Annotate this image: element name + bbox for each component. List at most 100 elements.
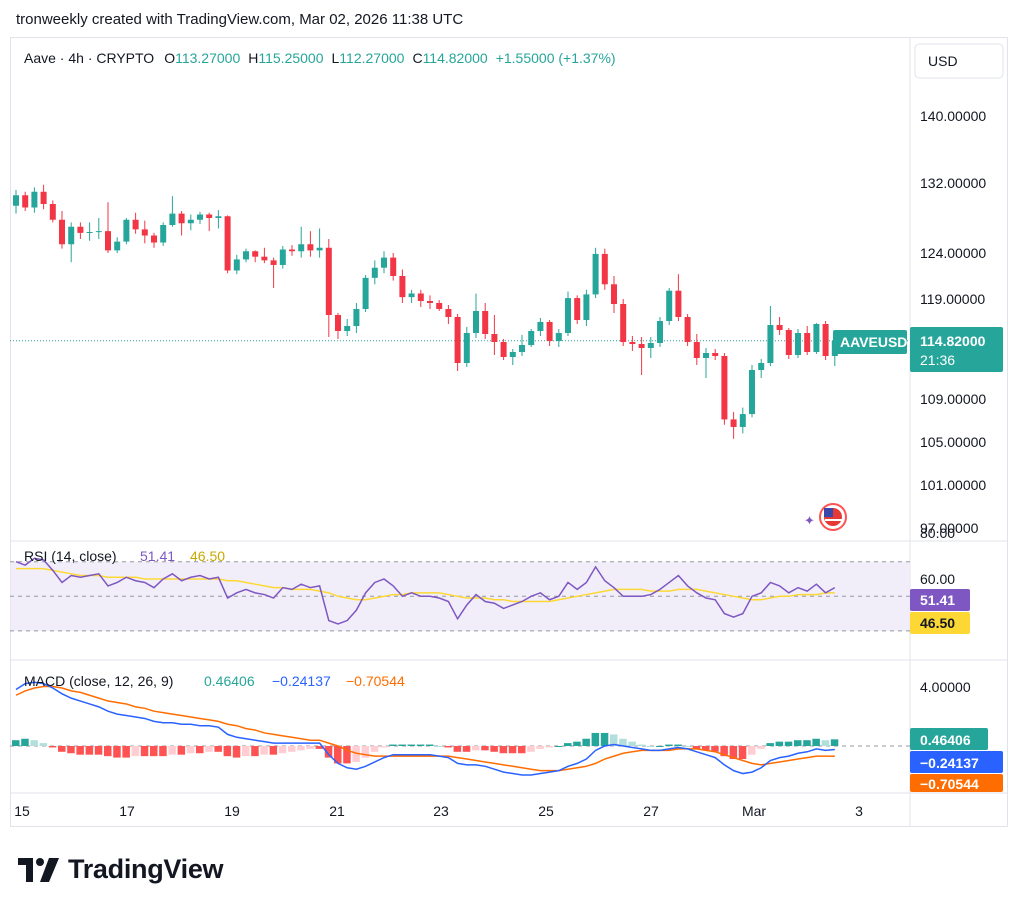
macd-legend-value: −0.24137 bbox=[272, 673, 331, 689]
macd-histogram-bar bbox=[757, 746, 765, 749]
macd-histogram-bar bbox=[122, 746, 130, 758]
candle-body bbox=[77, 226, 84, 233]
candle-body bbox=[353, 309, 360, 326]
time-tick-label: Mar bbox=[742, 803, 766, 819]
candle-body bbox=[445, 309, 452, 317]
candle-body bbox=[611, 284, 617, 304]
macd-value-label bbox=[910, 751, 1003, 773]
rsi-tick-label: 60.00 bbox=[920, 571, 955, 587]
candle-body bbox=[40, 191, 47, 204]
macd-histogram-bar bbox=[131, 746, 140, 757]
macd-title: MACD (close, 12, 26, 9) bbox=[24, 673, 173, 689]
macd-histogram-bar bbox=[48, 746, 57, 748]
macd-histogram-bar bbox=[481, 746, 489, 751]
macd-histogram-bar bbox=[435, 746, 443, 747]
candle-body bbox=[408, 293, 415, 298]
candle-body bbox=[703, 353, 709, 358]
macd-signal-series bbox=[15, 685, 835, 772]
candle-body bbox=[491, 334, 498, 342]
price-tick-label: 124.00000 bbox=[920, 245, 986, 261]
candle-body bbox=[555, 333, 562, 341]
candle-body bbox=[279, 249, 286, 265]
legend-low-value: 112.27000 bbox=[339, 50, 404, 66]
rsi-title: RSI (14, close) bbox=[24, 548, 117, 564]
macd-histogram-bar bbox=[545, 746, 554, 748]
macd-histogram-bar bbox=[711, 746, 719, 752]
macd-histogram-bar bbox=[600, 732, 609, 746]
rsi-value-text: 51.41 bbox=[920, 592, 955, 608]
rsi-series bbox=[15, 557, 836, 625]
macd-histogram-bar bbox=[297, 746, 305, 751]
tradingview-brand[interactable]: TradingView bbox=[18, 854, 224, 885]
macd-histogram-bar bbox=[821, 740, 830, 746]
currency-button[interactable] bbox=[914, 43, 1004, 79]
tradingview-logo-icon bbox=[18, 857, 59, 882]
time-tick-label: 21 bbox=[329, 803, 345, 819]
candle-body bbox=[252, 251, 259, 257]
time-tick-label: 15 bbox=[14, 803, 30, 819]
rsi-ma-value-text: 46.50 bbox=[920, 615, 955, 631]
candle-body bbox=[261, 256, 268, 261]
time-tick-label: 3 bbox=[855, 803, 863, 819]
macd-histogram-bar bbox=[12, 740, 20, 746]
candle-body bbox=[463, 333, 470, 363]
macd-histogram-bar bbox=[168, 746, 176, 755]
macd-signal-value-label bbox=[910, 774, 1003, 792]
macd-histogram-bar bbox=[196, 746, 204, 754]
candle-body bbox=[721, 356, 728, 420]
candle-body bbox=[528, 331, 535, 345]
candle-body bbox=[325, 247, 332, 315]
price-tick-label: 132.00000 bbox=[920, 175, 986, 191]
macd-histogram-bar bbox=[453, 746, 462, 752]
rsi-ma-value-label bbox=[910, 612, 970, 634]
candle-body bbox=[749, 370, 755, 415]
candle-body bbox=[574, 298, 581, 320]
bar-countdown: 21:36 bbox=[920, 352, 955, 368]
candle-body bbox=[638, 344, 645, 348]
macd-series bbox=[15, 681, 835, 776]
macd-histogram-bar bbox=[30, 740, 38, 746]
candle-body bbox=[151, 235, 157, 243]
candle-body bbox=[813, 324, 820, 352]
macd-histogram-bar bbox=[416, 744, 425, 746]
macd-hist-value-text: 0.46406 bbox=[920, 732, 971, 748]
candle-body bbox=[739, 414, 746, 427]
legend-high-label: H bbox=[248, 50, 258, 66]
macd-signal-value-text: −0.70544 bbox=[920, 776, 979, 792]
macd-histogram-bar bbox=[398, 744, 406, 746]
candle-body bbox=[344, 326, 351, 331]
macd-histogram-bar bbox=[426, 744, 434, 746]
candle-body bbox=[86, 232, 93, 233]
candle-body bbox=[68, 226, 75, 245]
candle-body bbox=[316, 247, 323, 251]
time-tick-label: 23 bbox=[433, 803, 449, 819]
candle-body bbox=[187, 219, 194, 224]
ohlc-legend: Aave · 4h · CRYPTO O113.27000 H115.25000 L1… bbox=[24, 50, 616, 66]
macd-histogram-bar bbox=[646, 746, 655, 747]
price-tick-label: 101.00000 bbox=[920, 477, 986, 493]
macd-signal-legend-value: −0.70544 bbox=[346, 673, 405, 689]
candle-body bbox=[436, 303, 443, 309]
macd-histogram-bar bbox=[692, 746, 701, 749]
candle-body bbox=[767, 325, 774, 363]
candle-body bbox=[804, 333, 811, 352]
macd-histogram-bar bbox=[794, 740, 802, 746]
symbol-tag bbox=[833, 330, 907, 354]
macd-histogram-bar bbox=[352, 746, 360, 762]
macd-value-text: −0.24137 bbox=[920, 755, 979, 771]
legend-low-label: L bbox=[332, 50, 340, 66]
macd-histogram-bar bbox=[573, 741, 581, 746]
rsi-value-label bbox=[910, 589, 970, 611]
sparkle-icon: ✦ bbox=[804, 513, 815, 528]
macd-histogram-bar bbox=[76, 746, 84, 755]
candle-body bbox=[160, 225, 167, 243]
price-tick-label: 105.00000 bbox=[920, 434, 986, 450]
candle-body bbox=[335, 315, 341, 331]
macd-histogram-bar bbox=[444, 746, 452, 748]
candle-body bbox=[427, 301, 433, 303]
macd-histogram-bar bbox=[343, 746, 351, 764]
candle-body bbox=[233, 259, 240, 271]
chart-header: tronweekly created with TradingView.com,… bbox=[16, 11, 464, 28]
macd-histogram-bar bbox=[159, 746, 167, 757]
